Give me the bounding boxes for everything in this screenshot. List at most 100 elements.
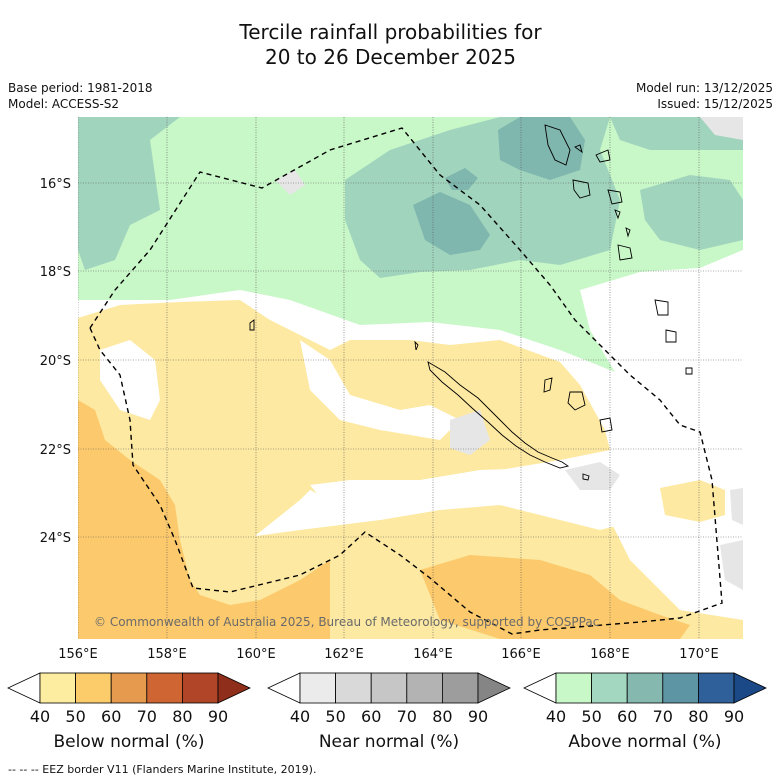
longitude-labels: 156°E 158°E 160°E 162°E 164°E 166°E 168°… bbox=[58, 647, 719, 662]
colorbar-upper-triangle bbox=[477, 672, 511, 704]
below-normal-50-east bbox=[660, 480, 725, 522]
colorbar-title: Below normal (%) bbox=[54, 732, 205, 752]
colorbar-lower-triangle bbox=[523, 672, 557, 704]
colorbar-tick-label: 50 bbox=[325, 707, 345, 726]
colorbar-segment bbox=[441, 672, 479, 704]
above-normal-70-small bbox=[445, 168, 478, 190]
eez-border bbox=[89, 127, 723, 635]
colorbar-tick-label: 90 bbox=[208, 707, 228, 726]
lon-label: 164°E bbox=[413, 647, 453, 662]
near-normal-patch-5 bbox=[700, 117, 743, 140]
lat-label: 22°S bbox=[40, 443, 71, 458]
vanuatu-small-islands bbox=[614, 209, 631, 238]
lon-label: 170°E bbox=[679, 647, 719, 662]
probability-fields bbox=[78, 117, 743, 639]
copyright-notice: © Commonwealth of Australia 2025, Bureau… bbox=[94, 615, 599, 629]
issued-date: Issued: 15/12/2025 bbox=[657, 97, 773, 111]
colorbar-segment bbox=[555, 672, 592, 704]
near-normal-patch-4 bbox=[720, 540, 743, 590]
vanuatu-espiritu-santo bbox=[544, 124, 571, 166]
model-name: Model: ACCESS-S2 bbox=[8, 97, 120, 111]
lon-label: 158°E bbox=[147, 647, 187, 662]
colorbar-tick-label: 50 bbox=[581, 707, 601, 726]
eez-footnote: -- -- -- EEZ border V11 (Flanders Marine… bbox=[8, 763, 317, 776]
small-island-west bbox=[249, 319, 255, 331]
title-line-2: 20 to 26 December 2025 bbox=[264, 45, 516, 69]
colorbar-tick-label: 90 bbox=[724, 707, 744, 726]
colorbar-lower-triangle bbox=[7, 672, 41, 704]
lon-label: 156°E bbox=[58, 647, 98, 662]
map-title: Tercile rainfall probabilities for 20 to… bbox=[0, 20, 781, 70]
colorbar-tick-label: 70 bbox=[137, 707, 157, 726]
lat-label: 20°S bbox=[40, 354, 71, 369]
above-normal-60-west bbox=[78, 117, 180, 270]
colorbar-upper-triangle bbox=[217, 672, 251, 704]
colorbar-tick-label: 40 bbox=[30, 707, 50, 726]
colorbar-segment bbox=[110, 672, 148, 704]
near-normal-patch-3 bbox=[730, 488, 743, 525]
lon-label: 162°E bbox=[324, 647, 364, 662]
white-gap-central bbox=[300, 340, 460, 440]
base-period: Base period: 1981-2018 bbox=[8, 81, 153, 95]
colorbar-segment bbox=[75, 672, 112, 704]
small-island-chesterfield bbox=[414, 340, 419, 351]
vanuatu-malekula bbox=[572, 179, 591, 199]
colorbar-tick-label: 80 bbox=[688, 707, 708, 726]
colorbar-segment bbox=[335, 672, 372, 704]
near-normal-patch-6 bbox=[275, 170, 305, 195]
below-normal-60-west bbox=[78, 400, 330, 639]
model-run: Model run: 13/12/2025 bbox=[635, 81, 773, 95]
colorbar-tick-label: 40 bbox=[546, 707, 566, 726]
matthew-hunter-islands bbox=[654, 299, 677, 343]
new-caledonia-coast bbox=[427, 361, 570, 469]
colorbar-tick-label: 60 bbox=[101, 707, 121, 726]
vanuatu-north-islands bbox=[574, 144, 611, 163]
colorbar-segment bbox=[146, 672, 183, 704]
colorbar-segment bbox=[698, 672, 735, 704]
title-line-1: Tercile rainfall probabilities for bbox=[239, 20, 542, 44]
colorbar-segment bbox=[299, 672, 336, 704]
colorbar-tick-label: 70 bbox=[397, 707, 417, 726]
colorbar-tick-label: 40 bbox=[290, 707, 310, 726]
colorbar-segment bbox=[370, 672, 408, 704]
colorbar-upper-triangle bbox=[733, 672, 767, 704]
above-normal-70-south bbox=[413, 192, 490, 255]
lat-label: 18°S bbox=[40, 265, 71, 280]
colorbar-tick-label: 90 bbox=[468, 707, 488, 726]
lon-label: 166°E bbox=[501, 647, 541, 662]
vanuatu-erromango bbox=[617, 244, 633, 261]
colorbar-tick-label: 80 bbox=[432, 707, 452, 726]
colorbar-tick-label: 60 bbox=[617, 707, 637, 726]
lat-label: 16°S bbox=[40, 177, 71, 192]
colorbar-tick-label: 80 bbox=[172, 707, 192, 726]
below-normal-60-southeast bbox=[420, 555, 690, 639]
colorbar-segment bbox=[181, 672, 219, 704]
colorbar-tick-label: 50 bbox=[65, 707, 85, 726]
lon-label: 168°E bbox=[590, 647, 630, 662]
lon-label: 160°E bbox=[236, 647, 276, 662]
colorbar-segment bbox=[39, 672, 76, 704]
colorbar-title: Near normal (%) bbox=[319, 732, 459, 752]
white-gap-west bbox=[100, 340, 160, 420]
white-gap-south bbox=[310, 468, 660, 530]
small-island-east-1 bbox=[685, 367, 693, 375]
walpole-island bbox=[582, 473, 590, 481]
meta-right: Model run: 13/12/2025 Issued: 15/12/2025 bbox=[636, 80, 773, 112]
colorbar-tick-label: 70 bbox=[653, 707, 673, 726]
above-normal-70-north bbox=[498, 117, 585, 180]
loyalty-islands-coast bbox=[543, 377, 613, 433]
coastlines bbox=[249, 124, 693, 481]
near-normal-patch-2 bbox=[565, 462, 620, 490]
colorbar-segment bbox=[662, 672, 699, 704]
latitude-labels: 16°S 18°S 20°S 22°S 24°S bbox=[40, 177, 71, 546]
colorbar-title: Above normal (%) bbox=[568, 732, 721, 752]
vanuatu-efate bbox=[607, 189, 623, 205]
near-normal-patch-1 bbox=[450, 410, 490, 455]
colorbar-segment bbox=[591, 672, 628, 704]
lat-label: 24°S bbox=[40, 531, 71, 546]
meta-left: Base period: 1981-2018 Model: ACCESS-S2 bbox=[8, 80, 153, 112]
colorbar-lower-triangle bbox=[267, 672, 301, 704]
